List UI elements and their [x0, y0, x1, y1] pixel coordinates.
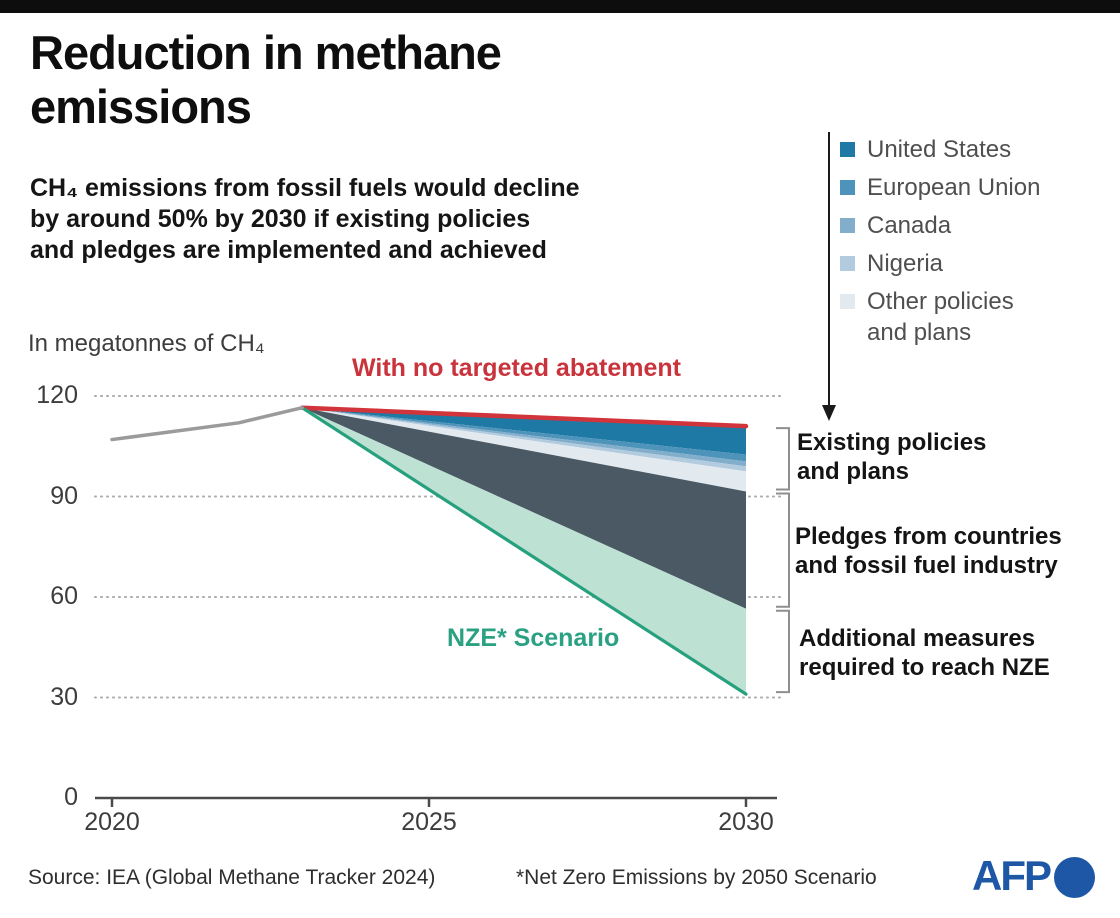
legend-item-united-states: United States [840, 134, 1045, 165]
y-tick-label-60: 60 [50, 582, 78, 610]
legend-item-canada: Canada [840, 210, 1045, 241]
y-tick-label-120: 120 [36, 381, 78, 409]
y-tick-label-90: 90 [50, 481, 78, 510]
x-tick-label-2025: 2025 [401, 808, 457, 836]
legend-item-other-policies-and-plans: Other policies and plans [840, 286, 1045, 348]
annotation-line: and plans [797, 458, 910, 485]
band-canada [302, 407, 746, 467]
legend-swatch-icon [840, 142, 855, 157]
afp-logo-text: AFP [972, 852, 1052, 899]
x-tick-label-2030: 2030 [718, 808, 774, 836]
legend-arrow-head-icon [822, 405, 836, 421]
annotation-line: Existing policies [797, 429, 987, 456]
annotation-line: Pledges from countries [795, 523, 1062, 550]
legend-swatch-icon [840, 294, 855, 309]
bracket-2 [776, 492, 790, 608]
legend-item-label: Nigeria [867, 250, 944, 277]
nze-scenario-line [300, 406, 748, 696]
y-axis-unit-label: In megatonnes of CH₄ [28, 330, 265, 357]
chart-legend: United States European Union Canada Nigeria… [840, 134, 1045, 355]
legend-swatch-icon [840, 180, 855, 195]
annotation-additional-measures: Additional measures required to reach NZ… [799, 624, 1050, 682]
legend-item-label: European Union [867, 174, 1041, 201]
top-bar [0, 0, 1120, 13]
legend-swatch-icon [840, 218, 855, 233]
bracket-3 [776, 609, 790, 694]
nze-scenario-line-label: NZE* Scenario [447, 624, 620, 652]
footnote-text: *Net Zero Emissions by 2050 Scenario [516, 866, 877, 889]
legend-swatch-icon [840, 256, 855, 271]
no-abatement-line-label: With no targeted abatement [352, 354, 681, 382]
page-title: Reduction in methane emissions [30, 26, 502, 133]
no-abatement-line [299, 405, 749, 429]
subtitle: CH₄ emissions from fossil fuels would de… [30, 174, 580, 264]
annotation-pledges: Pledges from countries and fossil fuel i… [795, 522, 1062, 580]
annotation-line: and fossil fuel industry [795, 552, 1058, 579]
annotation-line: Additional measures [799, 625, 1036, 652]
band-european-union [302, 407, 746, 462]
legend-item-label: Canada [867, 212, 952, 239]
source-text: Source: IEA (Global Methane Tracker 2024… [28, 866, 436, 889]
band-other-policies-and-plans [302, 407, 746, 492]
bracket-1 [776, 427, 790, 491]
historical-line [110, 405, 304, 442]
annotation-existing-policies: Existing policies and plans [797, 428, 986, 486]
annotation-line: required to reach NZE [799, 654, 1050, 681]
afp-globe-icon [1054, 856, 1095, 898]
legend-item-european-union: European Union [840, 172, 1045, 203]
legend-item-label: United States [867, 136, 1012, 163]
y-tick-label-30: 30 [50, 682, 78, 711]
y-tick-label-0: 0 [64, 783, 78, 811]
x-tick-label-2020: 2020 [84, 808, 140, 836]
afp-logo: AFP [972, 854, 1095, 898]
legend-item-label: Other policies and plans [867, 288, 1014, 346]
band-nigeria [302, 407, 746, 472]
legend-item-nigeria: Nigeria [840, 248, 1045, 279]
band-united-states [302, 407, 746, 455]
